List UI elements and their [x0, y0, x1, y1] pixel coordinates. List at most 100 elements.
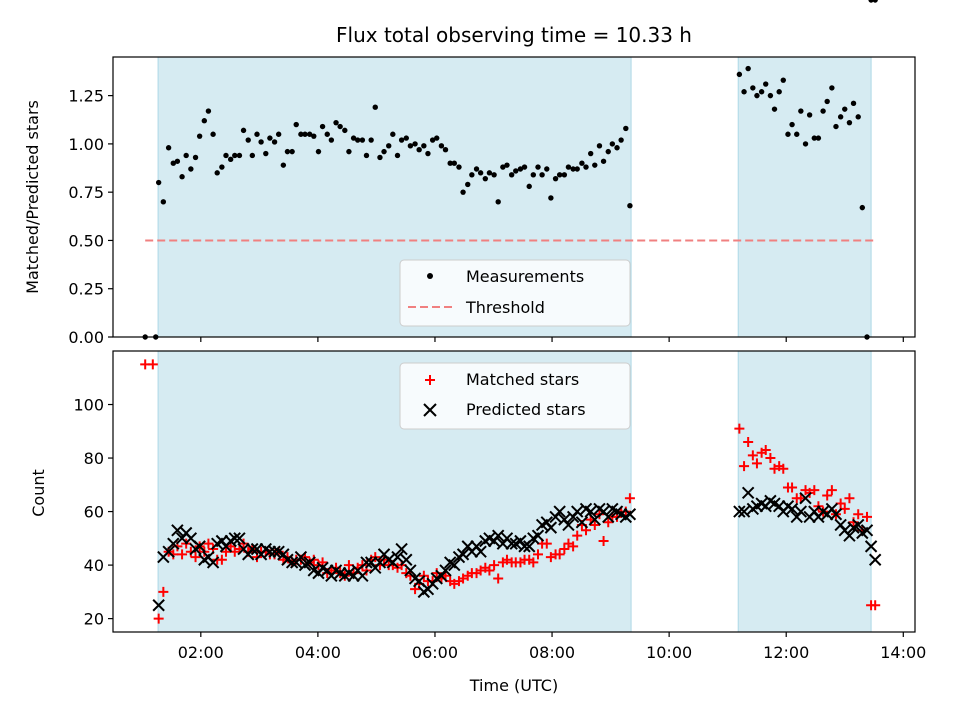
legend-measurements-marker — [427, 273, 433, 279]
predicted-stars-point — [785, 502, 799, 516]
measurement-point — [359, 137, 366, 143]
measurement-point — [160, 199, 167, 205]
measurement-point — [170, 160, 176, 166]
measurement-point — [754, 92, 760, 99]
matched-stars-point — [826, 485, 837, 496]
measurement-point — [188, 166, 194, 172]
y-tick-label: 20 — [84, 610, 104, 629]
x-tick-label: 08:00 — [529, 643, 575, 662]
measurement-point — [447, 160, 453, 166]
measurement-point — [324, 131, 330, 137]
predicted-stars-point — [531, 529, 545, 542]
predicted-stars-point — [474, 545, 487, 558]
matched-stars-point — [147, 359, 158, 370]
measurement-point — [579, 160, 585, 166]
measurement-point — [806, 112, 813, 118]
measurement-point — [473, 166, 480, 172]
measurement-point — [381, 148, 387, 155]
measurement-point — [306, 131, 313, 137]
measurement-point — [592, 162, 598, 168]
measurement-point — [614, 145, 620, 151]
measurement-point — [758, 89, 765, 95]
matched-stars-point — [493, 573, 504, 584]
measurement-point — [500, 164, 506, 170]
measurement-point — [394, 152, 401, 159]
measurement-point — [263, 150, 269, 157]
measurement-point — [521, 164, 528, 170]
measurement-point — [820, 108, 826, 114]
predicted-stars-point — [285, 556, 299, 569]
matched-stars-point — [589, 519, 600, 530]
matched-stars-point — [760, 445, 771, 456]
matched-stars-point — [541, 538, 552, 549]
x-axis-label: Time (UTC) — [469, 676, 558, 695]
measurement-point — [745, 65, 751, 72]
y-tick-label: 80 — [84, 449, 104, 468]
measurement-point — [815, 135, 822, 141]
measurement-point — [293, 121, 299, 128]
measurement-point — [850, 100, 857, 107]
measurement-point — [377, 154, 383, 161]
measurement-point — [565, 164, 572, 170]
predicted-stars-point — [602, 510, 615, 524]
predicted-stars-point — [523, 540, 536, 553]
measurement-point — [390, 131, 396, 137]
measurement-point — [315, 148, 322, 155]
measurement-point — [302, 131, 308, 137]
measurement-point — [556, 172, 563, 178]
measurement-point — [846, 119, 853, 126]
predicted-stars-point — [829, 508, 843, 521]
measurement-point — [328, 137, 335, 143]
measurement-point — [780, 77, 786, 83]
measurement-point — [872, 0, 878, 3]
y-tick-label: 100 — [73, 396, 104, 415]
measurement-point — [587, 150, 594, 157]
matched-stars-point — [751, 458, 762, 469]
measurement-point — [776, 89, 782, 95]
y-tick-label: 0.25 — [68, 280, 104, 299]
measurement-point — [179, 174, 185, 180]
measurement-point — [600, 158, 607, 164]
y-tick-label: 40 — [84, 556, 104, 575]
predicted-stars-point — [799, 491, 812, 505]
measurement-point — [192, 154, 199, 161]
matched-stars-point — [216, 554, 227, 565]
matched-stars-point — [624, 493, 635, 504]
measurement-point — [794, 131, 800, 137]
measurement-point — [824, 98, 830, 105]
measurement-point — [811, 135, 818, 141]
matched-stars-point — [528, 557, 539, 568]
predicted-stars-point — [294, 550, 308, 564]
measurement-point — [398, 137, 405, 143]
matched-stars-point — [177, 549, 188, 560]
y-tick-label: 0.00 — [68, 328, 104, 347]
measurement-point — [539, 172, 545, 178]
predicted-stars-point — [152, 599, 165, 612]
measurement-point — [605, 148, 611, 155]
measurement-point — [425, 150, 431, 157]
observing-interval-0-1 — [737, 56, 872, 338]
measurement-point — [491, 172, 497, 178]
matched-stars-point — [787, 482, 798, 493]
top-y-axis-label: Matched/Predicted stars — [23, 100, 42, 294]
predicted-stars-point — [263, 545, 277, 558]
measurement-point — [174, 158, 181, 164]
measurement-point — [785, 131, 791, 137]
matched-stars-point — [844, 493, 855, 504]
predicted-stars-point — [843, 529, 856, 542]
bottom-legend: Matched stars Predicted stars — [399, 362, 631, 430]
measurement-point — [271, 139, 278, 145]
measurement-point — [833, 123, 839, 130]
measurement-point — [517, 166, 524, 172]
predicted-stars-point — [505, 537, 518, 550]
measurement-point — [183, 152, 189, 159]
measurement-point — [802, 141, 809, 147]
x-tick-label: 04:00 — [295, 643, 341, 662]
matched-stars-point — [870, 600, 881, 611]
measurement-point — [741, 89, 747, 95]
predicted-stars-point — [246, 542, 259, 556]
measurement-point — [372, 104, 378, 110]
measurement-point — [456, 164, 462, 170]
measurement-point — [350, 135, 357, 141]
